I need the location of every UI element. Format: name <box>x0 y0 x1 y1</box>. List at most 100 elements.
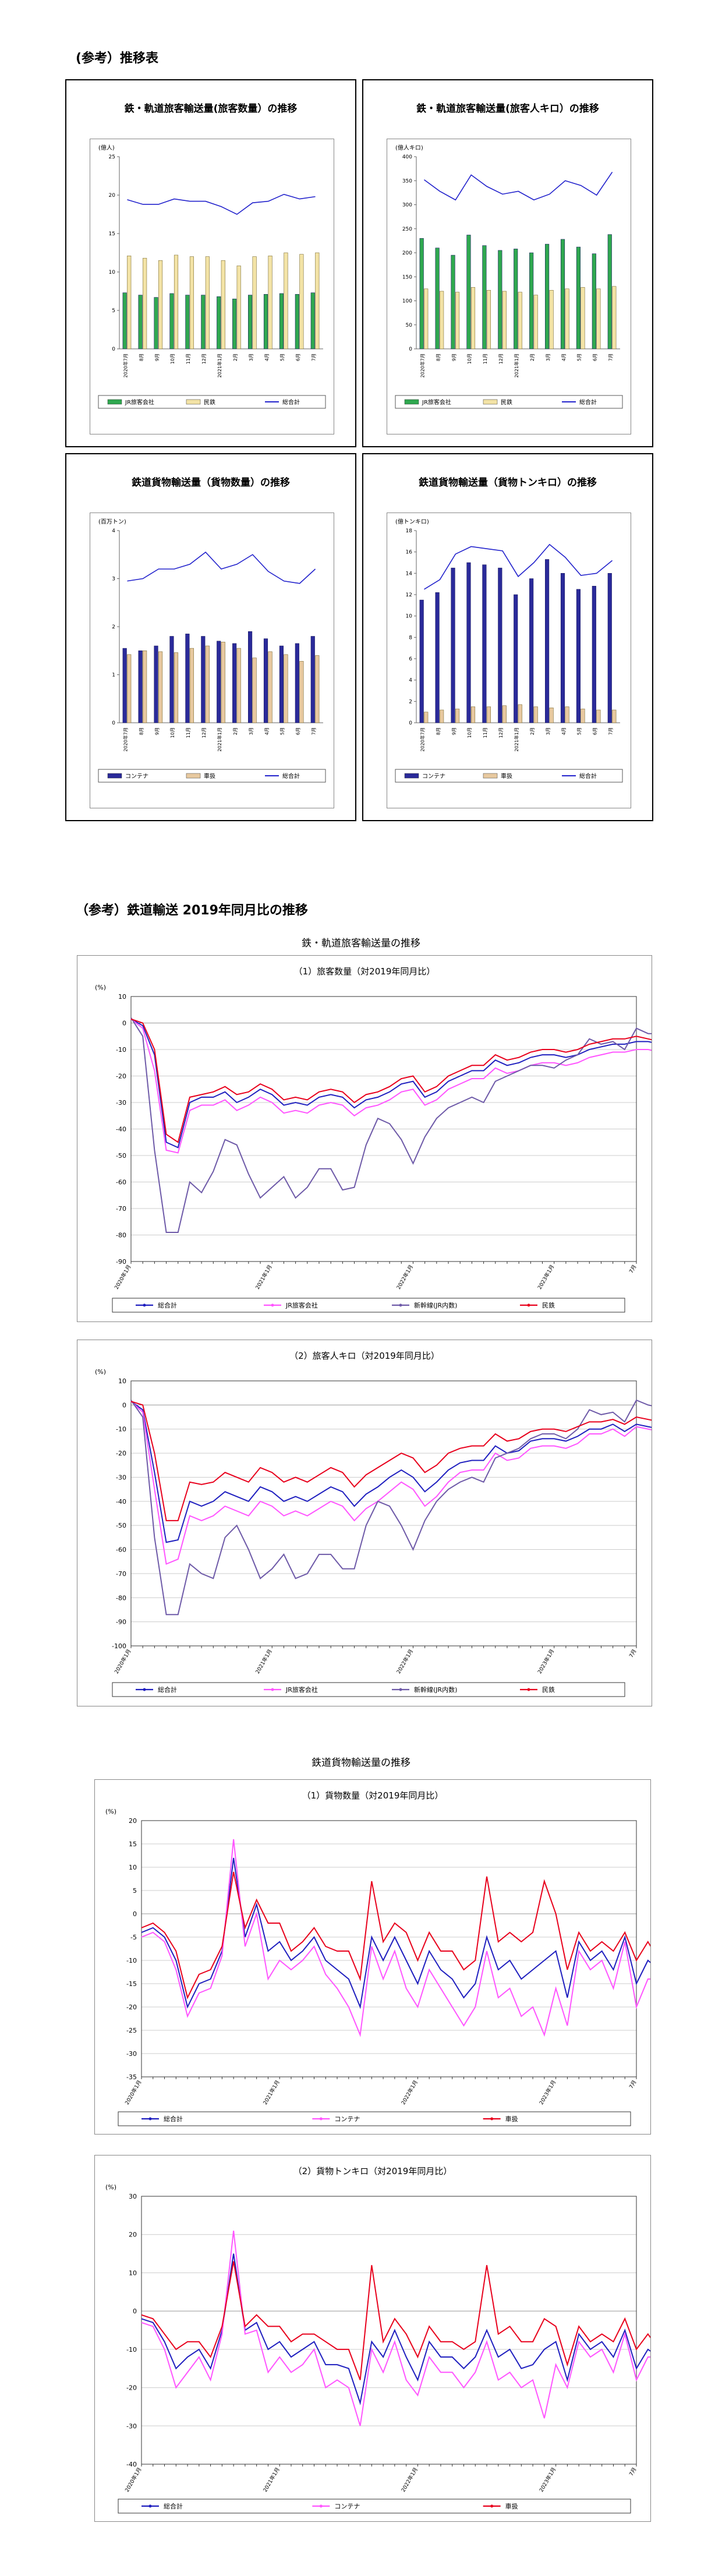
y-tick-label: -10 <box>116 1426 126 1433</box>
y-tick-label: 10 <box>129 1864 137 1871</box>
y-tick-label: -80 <box>116 1232 126 1239</box>
x-tick-label: 8月 <box>436 354 441 361</box>
x-tick-label: 6月 <box>593 727 598 735</box>
legend-label: コンテナ <box>334 2115 360 2123</box>
y-tick-label: 0 <box>122 1020 126 1027</box>
bar <box>189 648 194 723</box>
series-line-total <box>127 552 316 584</box>
y-tick-label: -60 <box>116 1546 126 1554</box>
frame-freight-tons-yoy: （1）貨物数量（対2019年同月比） (%) 20 15 10 5 0 -5 -10 -15 -2… <box>94 1779 651 2135</box>
x-tick-label: 2021年1月 <box>514 354 519 377</box>
y-tick-label: 100 <box>402 299 412 305</box>
plot-area <box>130 996 637 1262</box>
x-tick-label: 11月 <box>186 354 191 364</box>
bar <box>221 260 225 349</box>
panel-freight-tonkm: 鉄道貨物輸送量（貨物トンキロ）の推移 (億トンキロ) 0 2 4 6 8 10 12 14 16 1… <box>362 453 653 821</box>
bar <box>174 652 179 723</box>
x-tick-label: 10月 <box>170 354 175 364</box>
plot-area <box>141 2196 637 2465</box>
unit-label: (%) <box>105 1808 116 1815</box>
bar <box>299 661 304 723</box>
legend-label: 車扱 <box>505 2502 518 2510</box>
bar <box>455 708 460 723</box>
y-tick-label: -20 <box>116 1450 126 1457</box>
y-tick-label: -50 <box>116 1152 126 1160</box>
legend-box <box>112 1298 625 1313</box>
x-tick-label: 12月 <box>201 354 207 364</box>
bar <box>201 636 206 723</box>
bar <box>315 655 320 723</box>
bar <box>248 631 253 723</box>
y-tick-label: -10 <box>126 2346 137 2354</box>
legend-label: 車扱 <box>501 772 512 780</box>
chart-box: (億トンキロ) 0 2 4 6 8 10 12 14 16 18 2020年7月 8月 9月 10月 11月 1… <box>387 513 631 808</box>
bar <box>533 295 538 349</box>
x-tick-label: 6月 <box>296 354 301 361</box>
bar <box>518 292 522 349</box>
x-tick-label: 8月 <box>139 727 144 735</box>
x-tick-label: 4月 <box>561 727 567 735</box>
y-tick-label: -30 <box>116 1099 126 1107</box>
chart-passenger-count: (億人) 0 5 10 15 20 25 2020年7月 8月 9月 10月 11月 12月 2021年1… <box>98 144 326 409</box>
x-tick-label: 2022年1月 <box>395 1264 415 1291</box>
x-tick-label: 7月 <box>628 1648 638 1659</box>
bar <box>607 234 612 349</box>
x-tick-label: 2月 <box>530 727 535 735</box>
bar <box>592 586 596 723</box>
bar <box>217 641 221 723</box>
legend-swatch <box>483 773 498 779</box>
x-tick-label: 2月 <box>233 727 238 735</box>
bar <box>482 245 487 349</box>
bar <box>236 648 241 723</box>
bar <box>435 592 440 723</box>
series-line <box>130 1401 652 1543</box>
legend-label: 民鉄 <box>204 398 215 406</box>
legend-marker <box>490 2117 494 2121</box>
legend-marker <box>399 1688 402 1691</box>
y-tick-label: -70 <box>116 1205 126 1213</box>
panel-title: 鉄道貨物輸送量（貨物数量）の推移 <box>132 477 290 489</box>
bar <box>295 294 299 349</box>
y-tick-label: -30 <box>126 2050 137 2058</box>
y-tick-label: -40 <box>116 1126 126 1133</box>
panel-freight-tons: 鉄道貨物輸送量（貨物数量）の推移 (百万トン) 0 1 2 3 4 2020年7月 8月 9月 1… <box>65 453 356 821</box>
bar <box>185 295 190 349</box>
bar <box>498 567 502 723</box>
bar <box>466 562 471 723</box>
bar <box>498 250 502 349</box>
bar <box>268 255 272 349</box>
legend-swatch <box>107 773 122 779</box>
x-tick-label: 7月 <box>628 2467 638 2477</box>
unit-label: (億人キロ) <box>395 144 423 151</box>
passenger-section-caption: 鉄・軌道旅客輸送量の推移 <box>302 938 420 949</box>
y-tick-label: 200 <box>402 250 412 256</box>
series-line <box>130 1018 652 1149</box>
y-tick-label: -70 <box>116 1570 126 1578</box>
y-tick-label: 15 <box>129 1840 137 1848</box>
y-tick-label: 30 <box>129 2193 137 2200</box>
bar <box>252 658 257 723</box>
bar <box>440 291 444 349</box>
frame-passenger-count-yoy: （1）旅客数量（対2019年同月比） (%) 10 0 -10 -20 -30 -40 -50… <box>77 955 652 1322</box>
x-tick-label: 4月 <box>561 354 567 361</box>
y-tick-label: 18 <box>406 528 413 534</box>
legend-label: 民鉄 <box>542 1301 555 1309</box>
legend-label: 車扱 <box>204 772 215 780</box>
bar <box>310 636 315 723</box>
bar <box>127 654 132 723</box>
series-line <box>141 1857 650 2009</box>
legend-label: JR旅客会社 <box>285 1685 318 1694</box>
unit-label: (億人) <box>98 144 115 151</box>
x-tick-label: 10月 <box>170 727 175 738</box>
bar <box>169 293 174 349</box>
bar <box>138 295 143 349</box>
bar <box>232 643 237 723</box>
panel-passenger-km: 鉄・軌道旅客輸送量(旅客人キロ）の推移 (億人キロ) 0 50 100 150 200 25… <box>362 79 653 447</box>
chart-freight-tonkm: (億トンキロ) 0 2 4 6 8 10 12 14 16 18 2020年7月 8月 9月 10月 11月 1… <box>395 518 623 783</box>
y-tick-label: -80 <box>116 1594 126 1602</box>
x-tick-label: 2020年7月 <box>419 354 425 377</box>
x-tick-label: 7月 <box>312 354 317 361</box>
legend-marker <box>319 2504 323 2508</box>
x-tick-label: 7月 <box>628 2079 638 2090</box>
series-line-total <box>424 543 613 590</box>
